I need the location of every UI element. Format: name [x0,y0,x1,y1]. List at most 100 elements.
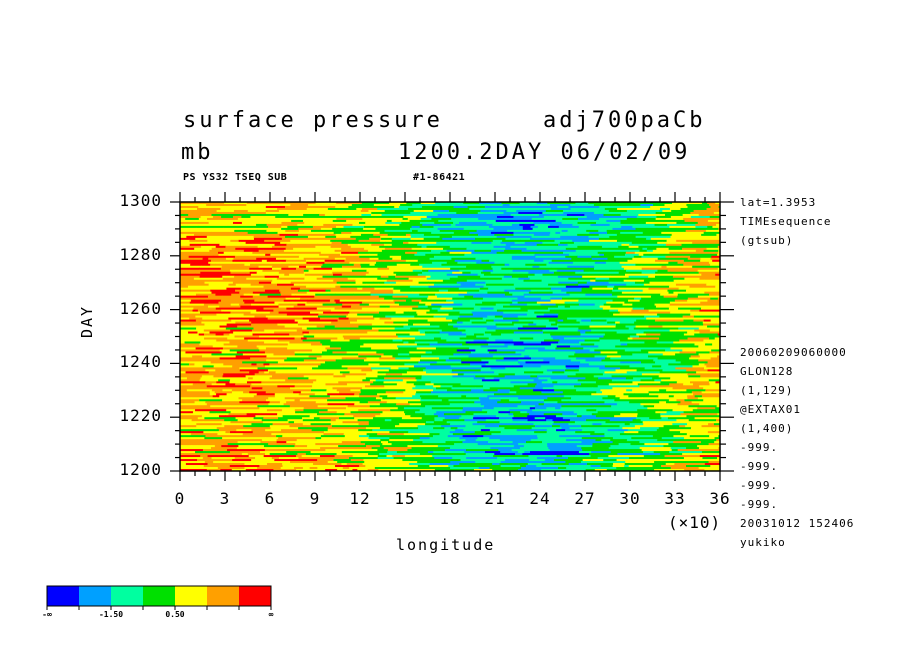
heatmap-cell [320,447,346,450]
heatmap-cell [313,299,331,303]
heatmap-cell [581,289,613,293]
heatmap-cell [253,227,274,231]
heatmap-cell [557,319,564,322]
heatmap-cell [562,351,576,354]
heatmap-cell [265,391,294,394]
heatmap-cell [242,341,253,344]
heatmap-cell [585,359,602,362]
heatmap-cell [259,465,283,468]
heatmap-cell [180,457,204,460]
heatmap-cell [315,337,338,340]
heatmap-cell [298,227,322,231]
heatmap-cell [341,463,348,466]
heatmap-cell [618,271,630,275]
heatmap-cell [295,455,303,458]
heatmap-cell [218,219,243,223]
heatmap-cell [242,419,263,422]
heatmap-cell [255,457,273,460]
heatmap-cell [273,411,289,414]
heatmap-cell [363,459,383,462]
heatmap-cell [654,405,683,408]
heatmap-cell [646,237,652,241]
heatmap-cell [304,221,334,225]
heatmap-cell [256,271,280,275]
heatmap-cell [431,311,460,314]
heatmap-cell [504,263,510,267]
heatmap-cell [292,339,303,342]
heatmap-cell [336,281,344,285]
heatmap-cell [453,325,469,328]
heatmap-cell [196,327,227,330]
heatmap-cell [640,379,655,382]
heatmap-cell [189,241,197,245]
heatmap-cell [509,399,524,402]
heatmap-cell [336,235,351,239]
heatmap-cell [469,275,481,279]
heatmap-cell [441,329,466,332]
heatmap-cell [675,353,685,356]
heatmap-cell [698,363,705,366]
heatmap-cell [320,217,337,221]
heatmap-cell [549,269,558,273]
heatmap-cell [452,297,471,301]
heatmap-cell [303,215,335,219]
heatmap-cell [673,441,702,444]
heatmap-cell [495,203,504,207]
heatmap-cell [450,267,471,271]
heatmap-cell [189,209,217,213]
heatmap-cell [279,289,299,293]
heatmap-cell [451,229,478,233]
heatmap-cell [668,393,680,396]
heatmap-cell [703,399,714,402]
heatmap-cell [655,361,682,364]
heatmap-cell [421,417,428,420]
heatmap-cell [689,253,718,257]
heatmap-cell [305,263,317,267]
heatmap-cell [532,409,562,412]
heatmap-cell [575,351,601,354]
heatmap-cell [321,279,334,283]
heatmap-cell [666,401,681,404]
heatmap-cell [369,407,378,410]
heatmap-cell [359,303,370,307]
heatmap-cell [684,461,694,464]
heatmap-cell [714,385,720,388]
heatmap-cell [283,299,296,303]
heatmap-cell [470,465,502,468]
heatmap-cell [663,211,691,215]
heatmap-cell [225,315,255,318]
heatmap-cell [492,463,500,466]
heatmap-cell [652,363,669,366]
heatmap-cell [609,263,636,267]
heatmap-cell [237,411,244,414]
heatmap-cell [412,395,421,398]
heatmap-cell [546,221,562,225]
heatmap-cell [546,423,554,426]
heatmap-cell [548,225,553,229]
heatmap-cell [279,447,297,450]
heatmap-cell [347,287,358,291]
heatmap-cell [553,451,580,454]
heatmap-cell [604,371,628,374]
heatmap-cell [241,215,251,219]
heatmap-cell [654,469,685,472]
heatmap-cell [465,425,486,428]
heatmap-cell [260,451,282,454]
heatmap-cell [436,295,465,299]
heatmap-cell [402,241,409,245]
heatmap-cell [209,335,235,338]
heatmap-cell [477,273,485,277]
heatmap-cell [466,335,477,338]
heatmap-cell [339,307,363,310]
heatmap-cell [290,355,310,358]
heatmap-cell [707,361,721,364]
heatmap-cell [180,221,210,225]
heatmap-cell [207,383,213,386]
heatmap-cell [579,407,595,410]
heatmap-cell [550,267,576,271]
heatmap-cell [397,283,429,287]
heatmap-cell [221,351,238,354]
heatmap-cell [295,295,315,299]
heatmap-cell [482,409,510,412]
heatmap-cell [248,437,266,440]
